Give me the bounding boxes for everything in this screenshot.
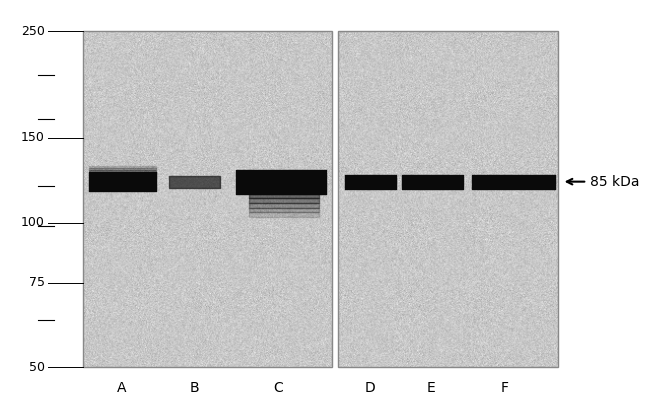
Text: 150: 150	[21, 131, 45, 145]
Text: A: A	[116, 381, 126, 395]
Text: 75: 75	[29, 276, 45, 289]
Text: 85 kDa: 85 kDa	[590, 175, 640, 189]
Text: E: E	[426, 381, 436, 395]
Text: 250: 250	[21, 25, 45, 38]
Bar	[338, 31, 558, 367]
Text: B: B	[190, 381, 200, 395]
Text: C: C	[273, 381, 283, 395]
Bar	[83, 31, 332, 367]
Text: 100: 100	[21, 216, 45, 229]
Text: F: F	[500, 381, 508, 395]
Text: 50: 50	[29, 361, 45, 374]
Text: D: D	[365, 381, 376, 395]
